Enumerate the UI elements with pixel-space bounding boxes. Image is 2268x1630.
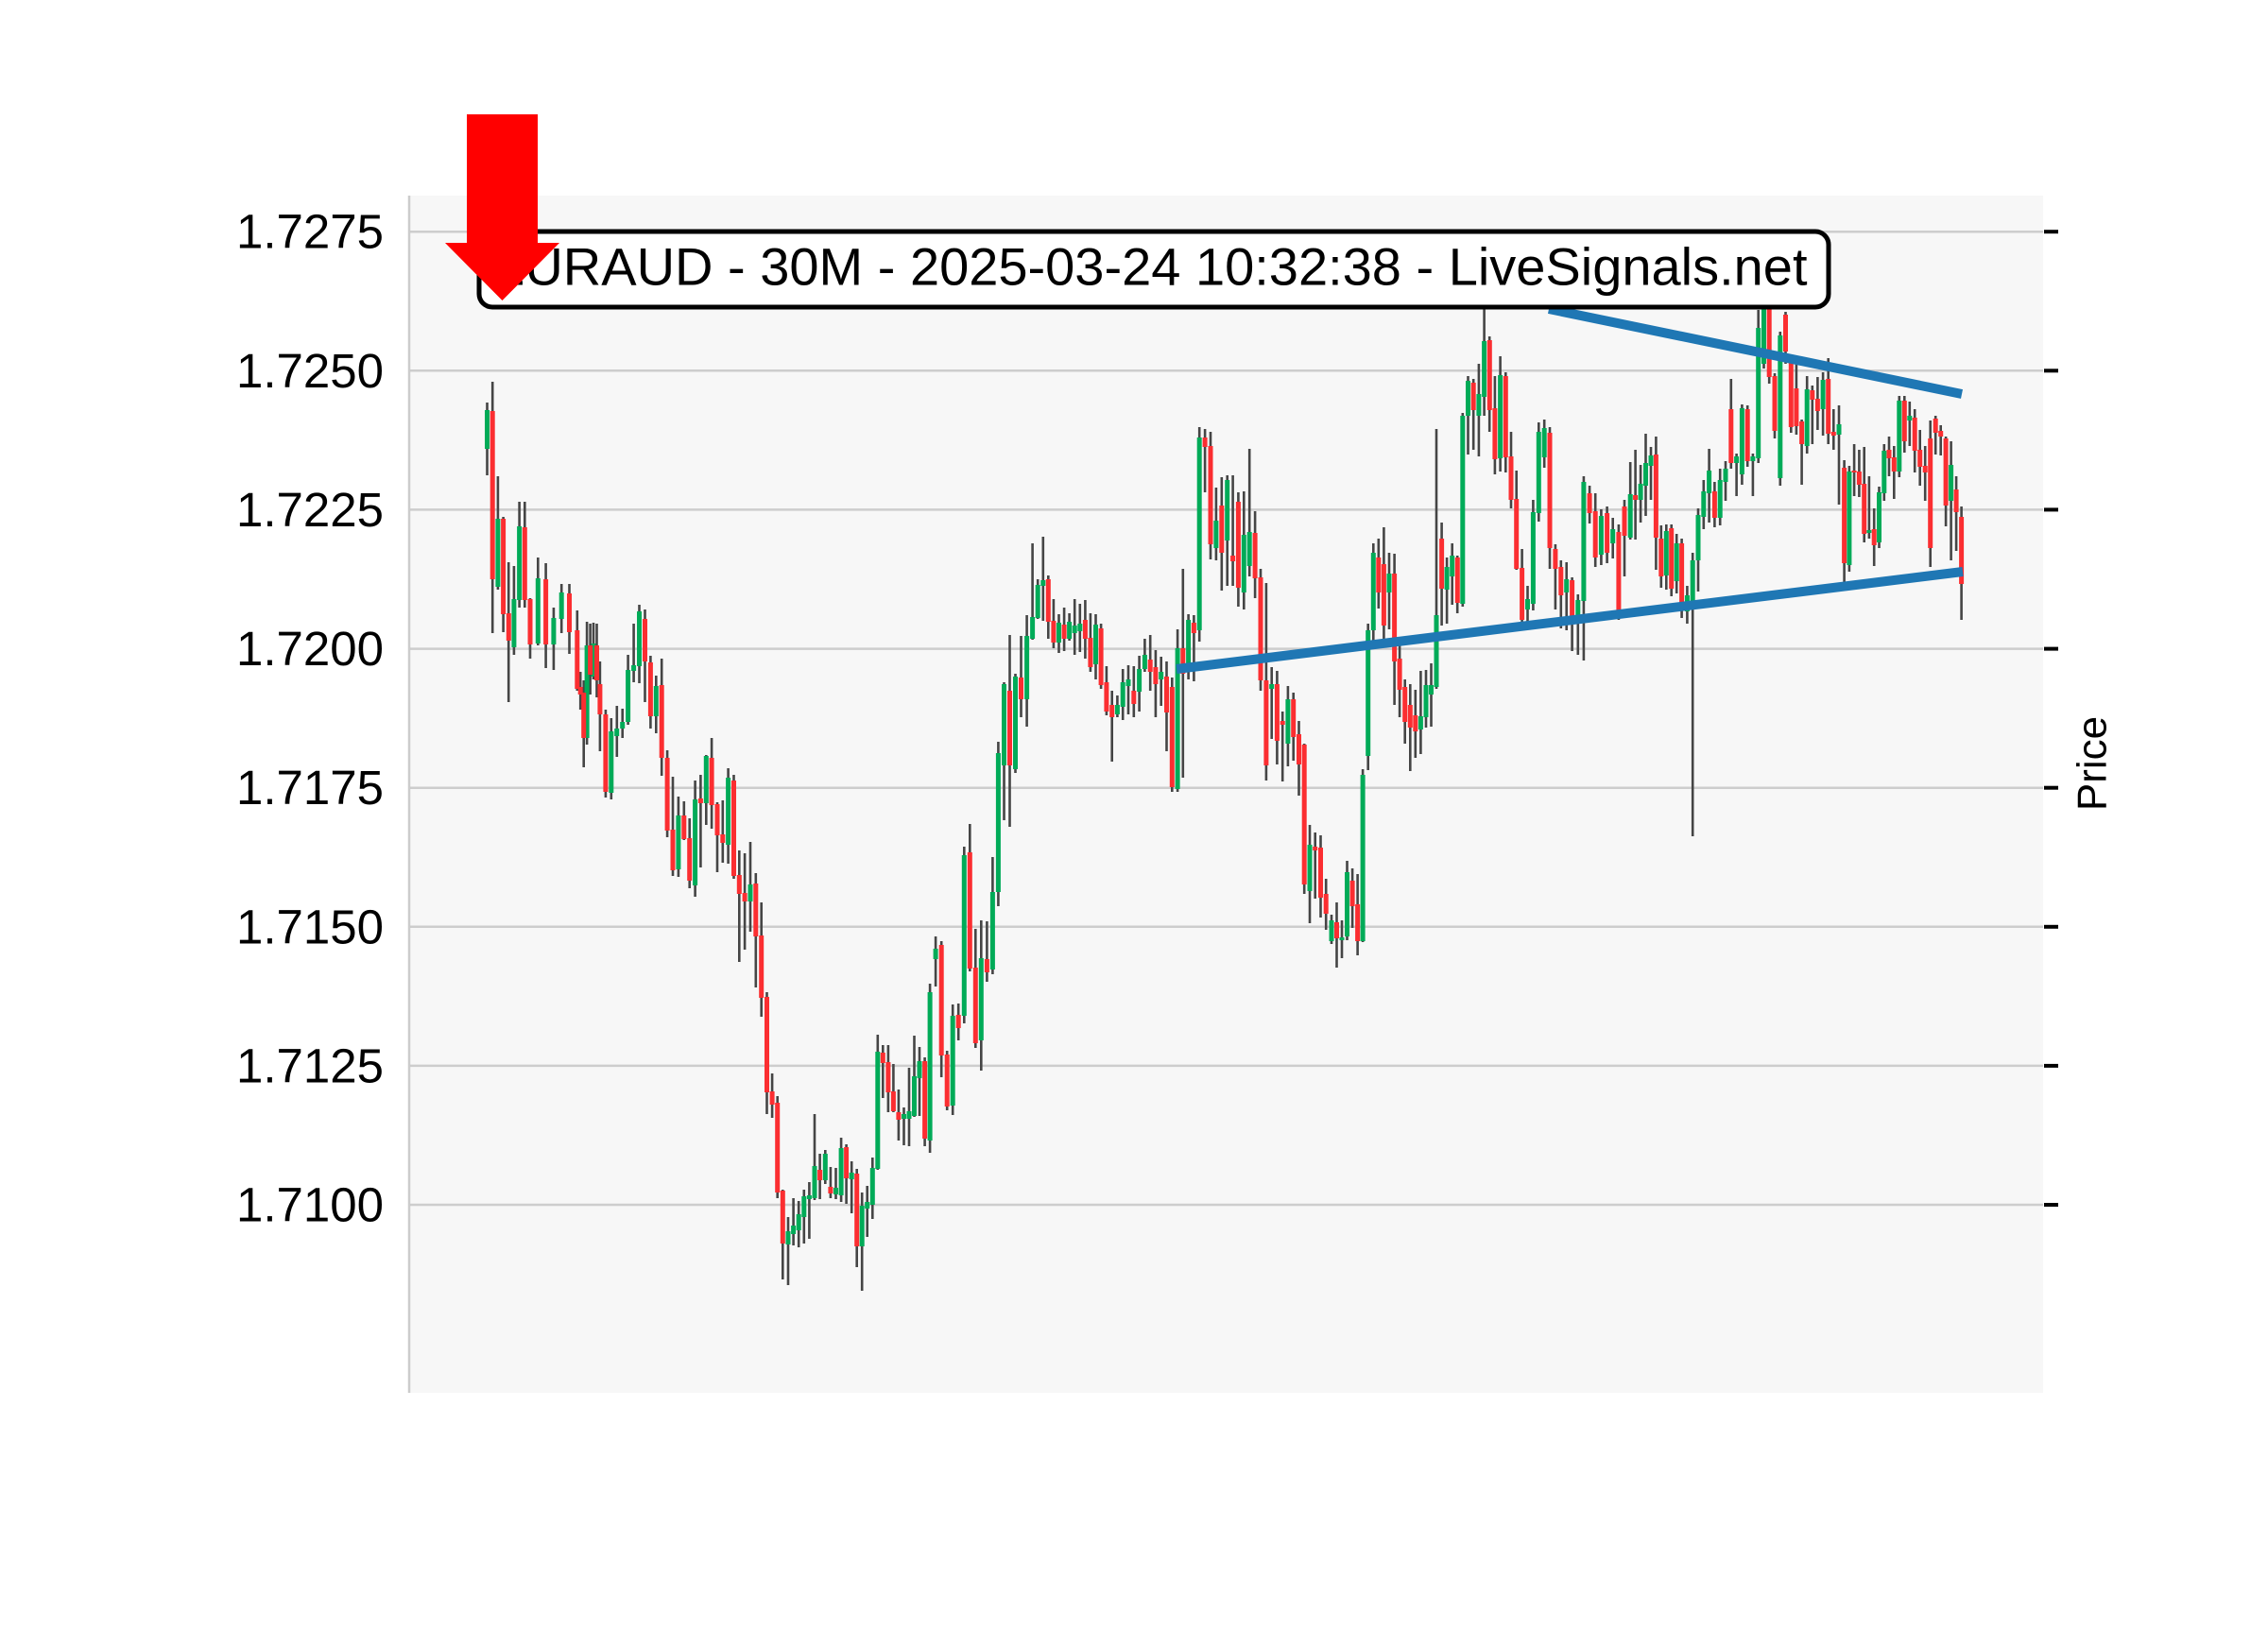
svg-text:1.7175: 1.7175	[236, 761, 384, 815]
svg-text:1.7275: 1.7275	[236, 205, 384, 259]
svg-text:1.7250: 1.7250	[236, 344, 384, 398]
svg-text:1.7225: 1.7225	[236, 483, 384, 537]
svg-text:1.7125: 1.7125	[236, 1038, 384, 1092]
svg-text:1.7200: 1.7200	[236, 622, 384, 676]
svg-text:EURAUD - 30M - 2025-03-24 10:3: EURAUD - 30M - 2025-03-24 10:32:38 - Liv…	[490, 237, 1808, 297]
svg-text:Price: Price	[2070, 716, 2116, 811]
svg-text:1.7150: 1.7150	[236, 900, 384, 953]
svg-text:1.7100: 1.7100	[236, 1178, 384, 1232]
